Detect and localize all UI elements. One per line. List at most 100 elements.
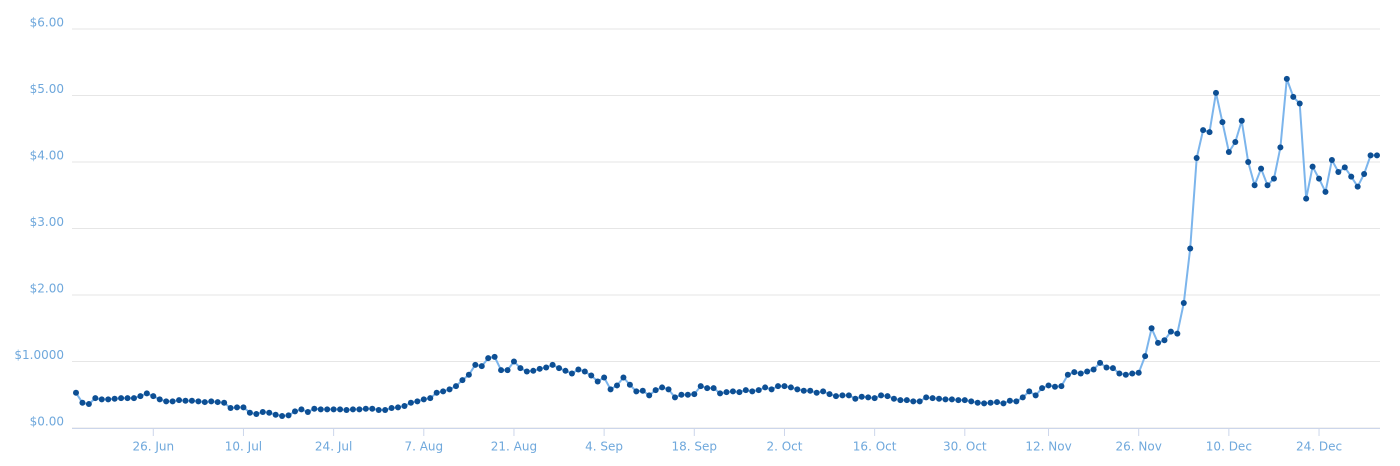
data-point <box>234 404 241 411</box>
data-point <box>343 407 350 414</box>
data-point <box>298 406 305 413</box>
data-point <box>349 406 356 413</box>
data-point <box>1193 155 1200 162</box>
data-point <box>626 381 633 388</box>
data-point <box>536 365 543 372</box>
data-point <box>388 405 395 412</box>
data-point <box>472 361 479 368</box>
data-point <box>575 366 582 373</box>
data-point <box>717 390 724 397</box>
x-tick-label: 7. Aug <box>404 440 443 454</box>
data-point <box>729 388 736 395</box>
data-point <box>130 395 137 402</box>
data-point <box>749 388 756 395</box>
data-point <box>903 397 910 404</box>
data-point <box>961 397 968 404</box>
data-point <box>614 382 621 389</box>
data-point <box>401 403 408 410</box>
x-tick-label: 26. Nov <box>1116 440 1162 454</box>
data-point <box>639 387 646 394</box>
data-point <box>1232 139 1239 146</box>
data-point <box>1135 369 1142 376</box>
data-point <box>1045 382 1052 389</box>
data-point <box>839 392 846 399</box>
data-point <box>459 377 466 384</box>
data-point <box>852 395 859 402</box>
data-point <box>994 399 1001 406</box>
data-point <box>1219 119 1226 126</box>
y-tick-label: $1.0000 <box>14 348 64 362</box>
data-point <box>742 387 749 394</box>
x-tick-label: 18. Sep <box>672 440 718 454</box>
data-point <box>163 398 170 405</box>
data-point <box>498 367 505 374</box>
data-point <box>807 387 814 394</box>
x-tick-label: 30. Oct <box>943 440 987 454</box>
data-point <box>143 390 150 397</box>
data-point <box>201 399 208 406</box>
data-point <box>195 398 202 405</box>
data-point <box>878 392 885 399</box>
data-point <box>317 406 324 413</box>
data-point <box>337 406 344 413</box>
data-point <box>1200 127 1207 134</box>
data-point <box>890 395 897 402</box>
data-point <box>414 398 421 405</box>
data-point <box>1064 371 1071 378</box>
data-point <box>291 408 298 415</box>
data-point <box>98 396 105 403</box>
data-point <box>1251 182 1258 189</box>
data-point <box>407 399 414 406</box>
data-point <box>1071 369 1078 376</box>
data-point <box>375 407 382 414</box>
data-point <box>704 385 711 392</box>
data-point <box>266 409 273 416</box>
data-point <box>510 358 517 365</box>
data-point <box>1270 175 1277 182</box>
data-point <box>1238 117 1245 124</box>
data-point <box>929 395 936 402</box>
data-point <box>1103 364 1110 371</box>
x-tick-label: 10. Jul <box>225 440 262 454</box>
data-point <box>858 393 865 400</box>
data-point <box>285 412 292 419</box>
y-tick-label: $3.00 <box>30 215 64 229</box>
data-point <box>1361 170 1368 177</box>
data-point <box>246 409 253 416</box>
data-point <box>1316 175 1323 182</box>
data-point <box>832 393 839 400</box>
data-point <box>1097 359 1104 366</box>
data-point <box>974 399 981 406</box>
data-point <box>118 395 125 402</box>
data-point <box>1367 152 1374 159</box>
data-point <box>936 395 943 402</box>
data-point <box>620 374 627 381</box>
data-point <box>1174 330 1181 337</box>
x-tick-label: 2. Oct <box>766 440 802 454</box>
data-point <box>723 389 730 396</box>
y-tick-label: $2.00 <box>30 282 64 296</box>
data-point <box>176 397 183 404</box>
data-point <box>1322 188 1329 195</box>
data-point <box>684 391 691 398</box>
data-point <box>478 363 485 370</box>
data-point <box>871 395 878 402</box>
x-tick-label: 4. Sep <box>585 440 623 454</box>
data-point <box>240 404 247 411</box>
data-point <box>1309 163 1316 170</box>
data-point <box>1006 397 1013 404</box>
data-point <box>156 396 163 403</box>
data-point <box>955 397 962 404</box>
data-point <box>169 398 176 405</box>
data-point <box>517 365 524 372</box>
data-point <box>1167 328 1174 335</box>
data-point <box>1348 173 1355 180</box>
x-tick-label: 26. Jun <box>132 440 174 454</box>
data-point <box>188 397 195 404</box>
data-point <box>916 398 923 405</box>
data-point <box>395 404 402 411</box>
data-point <box>1109 365 1116 372</box>
data-point <box>1335 168 1342 175</box>
data-point <box>562 367 569 374</box>
data-point <box>227 405 234 412</box>
